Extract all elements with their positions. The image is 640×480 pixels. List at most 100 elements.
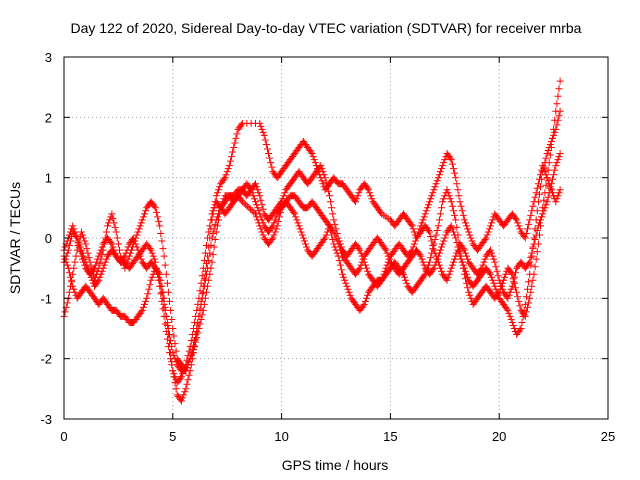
data-point [268,236,276,243]
data-point [458,258,466,266]
data-point [266,154,274,162]
data-point [99,264,107,272]
data-point [97,246,105,254]
data-point [552,125,560,133]
data-point [419,258,427,266]
data-point [109,243,117,251]
data-point [155,273,163,281]
data-point [89,266,97,274]
data-point [334,234,342,242]
data-point [157,290,165,298]
data-point [340,273,348,281]
data-point [546,141,554,148]
data-point [268,223,276,231]
data-point [411,237,419,245]
data-point [464,284,472,292]
data-point [317,162,325,170]
data-point [79,231,86,239]
data-point [460,264,468,272]
data-point [433,227,441,234]
data-point [63,237,71,245]
data-point [150,255,158,263]
data-point [69,222,77,230]
data-point [216,183,224,191]
data-point [151,204,159,212]
data-point [556,150,564,157]
data-point [545,180,553,188]
data-point [298,231,306,239]
data-point [209,230,217,237]
data-point [94,255,102,263]
data-point [108,240,116,248]
data-point [210,225,218,233]
data-point [553,121,561,129]
data-point [195,312,203,320]
data-point [462,267,469,275]
data-point [111,223,119,231]
data-point [445,192,453,200]
y-tick-label: -2 [40,352,52,367]
data-point [460,246,468,254]
data-point [502,270,510,278]
data-point [167,337,175,345]
data-point [450,165,457,173]
data-point [146,281,154,289]
data-point [150,202,158,210]
data-point [453,223,461,231]
data-point [438,243,445,251]
data-point [487,270,494,278]
data-point [278,198,286,206]
data-point [546,151,554,159]
data-point [108,210,116,218]
x-tick-label: 20 [492,429,506,444]
data-point [401,273,408,281]
data-point [185,371,193,379]
data-point [481,255,489,263]
data-point [336,261,344,269]
data-point [416,225,424,233]
data-point [209,251,217,259]
data-point [491,282,499,290]
data-point [355,266,363,274]
data-point [201,276,209,284]
data-point [534,222,542,230]
data-point [150,263,158,271]
data-point [80,234,88,242]
y-tick-label: 3 [45,50,52,65]
data-point [147,276,155,284]
data-point [442,231,450,239]
data-point [81,261,89,269]
data-point [556,186,564,194]
data-point [79,255,86,263]
data-point [290,208,298,216]
data-point [439,162,447,170]
data-point [329,236,337,243]
data-point [65,231,73,239]
data-point [137,308,145,316]
data-point [479,261,487,269]
data-point [178,397,185,405]
data-point [446,154,454,162]
data-point [428,192,436,200]
data-point [382,246,390,254]
data-point [197,279,205,287]
data-point [258,201,266,209]
data-point [254,186,262,194]
data-point [407,220,415,228]
data-point [530,198,538,206]
data-point [452,234,460,242]
data-point [233,130,241,138]
data-point [245,204,253,212]
data-point [447,156,455,164]
data-point [353,195,361,203]
data-point [331,220,339,228]
data-point [459,261,467,269]
data-point [481,236,489,243]
x-tick-label: 0 [60,429,67,444]
data-point [487,246,494,254]
data-point [440,195,448,203]
data-point [262,141,270,148]
data-point [418,255,426,263]
data-point [447,222,455,230]
data-point [525,299,533,307]
